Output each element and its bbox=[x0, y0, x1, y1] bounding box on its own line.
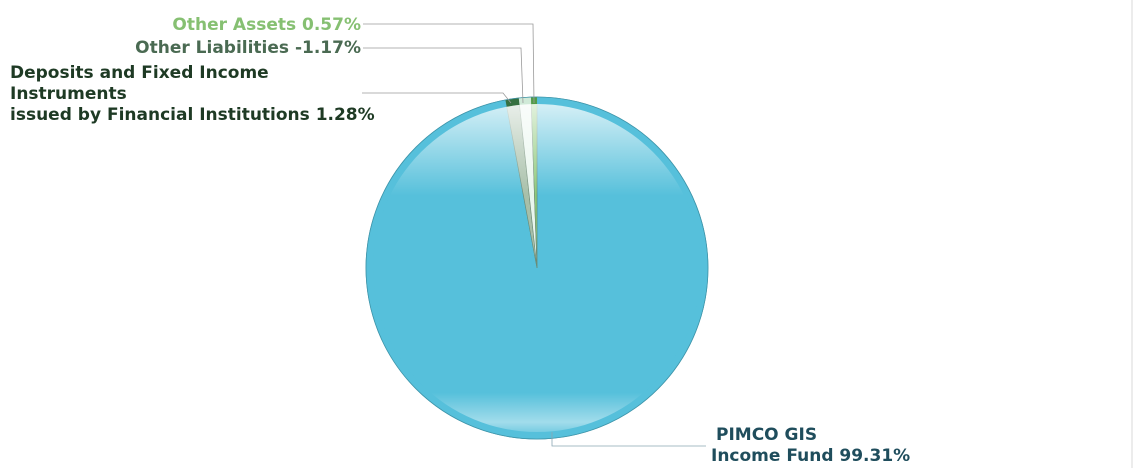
slice-label-3-line-0: Other Assets 0.57% bbox=[172, 15, 361, 35]
slice-label-2-line-0: Other Liabilities -1.17% bbox=[135, 38, 361, 58]
slice-label-3: Other Assets 0.57% bbox=[172, 15, 361, 35]
slice-label-1: Deposits and Fixed Income Instruments issu… bbox=[10, 63, 375, 125]
slice-label-1-line-0: Deposits and Fixed Income bbox=[10, 63, 269, 83]
pie-outline bbox=[365, 96, 709, 440]
pie-gloss bbox=[373, 104, 701, 432]
slice-label-0-line-1: Income Fund 99.31% bbox=[711, 446, 910, 466]
label-layer: PIMCO GIS Income Fund 99.31% Deposits and … bbox=[10, 15, 910, 466]
slice-label-0: PIMCO GIS Income Fund 99.31% bbox=[711, 425, 910, 466]
slice-label-0-line-0: PIMCO GIS bbox=[716, 425, 817, 445]
slice-label-1-line-1: Instruments bbox=[10, 84, 127, 104]
scroll-edge bbox=[1131, 0, 1133, 468]
rim-layer bbox=[365, 96, 709, 440]
leader-line-1 bbox=[362, 92, 512, 104]
pie-slice-rim-2 bbox=[518, 97, 532, 105]
slice-label-2: Other Liabilities -1.17% bbox=[135, 38, 361, 58]
leader-line-0 bbox=[551, 432, 706, 447]
leader-line-2 bbox=[363, 47, 524, 104]
slice-label-1-line-2: issued by Financial Institutions 1.28% bbox=[10, 105, 375, 125]
leader-layer bbox=[362, 23, 706, 447]
leader-line-3 bbox=[363, 23, 535, 104]
